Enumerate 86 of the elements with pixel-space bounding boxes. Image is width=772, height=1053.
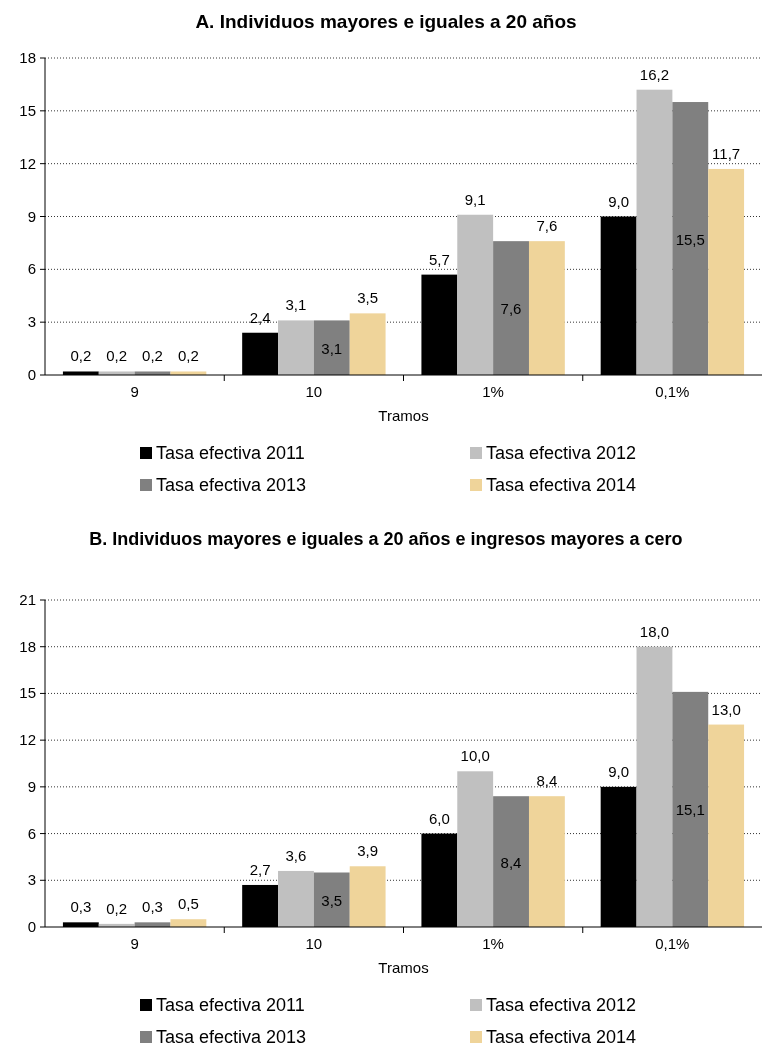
x-axis-title: Tramos [378, 407, 429, 424]
data-label: 15,5 [675, 230, 705, 248]
bar [349, 313, 386, 375]
bar [313, 320, 350, 375]
data-label: 0,2 [70, 347, 92, 365]
data-label: 8,4 [536, 772, 558, 790]
y-tick-label: 6 [27, 260, 36, 278]
y-tick-label: 18 [19, 637, 36, 655]
x-tick-label: 1% [482, 935, 504, 952]
legend-label: Tasa efectiva 2011 [156, 995, 305, 1015]
data-label: 16,2 [639, 65, 670, 83]
bar [493, 796, 529, 927]
y-tick-label: 3 [27, 313, 36, 331]
data-label: 0,2 [142, 347, 163, 365]
bar [528, 241, 565, 375]
legend-label: Tasa efectiva 2014 [486, 475, 637, 495]
data-label: 9,0 [608, 762, 630, 780]
legend-label: Tasa efectiva 2012 [486, 443, 637, 463]
bar [636, 89, 673, 375]
x-tick-label: 0,1% [655, 383, 690, 400]
y-tick-label: 9 [27, 207, 36, 225]
bar [672, 691, 709, 927]
y-tick-label: 21 [19, 591, 36, 608]
bar [349, 866, 386, 927]
data-label: 0,3 [70, 898, 92, 916]
bar [528, 796, 565, 927]
legend-label: Tasa efectiva 2012 [486, 995, 637, 1015]
data-label: 0,5 [177, 895, 199, 913]
data-label: 13,0 [711, 700, 741, 718]
bar [457, 771, 494, 927]
chart-title: B. Individuos mayores e iguales a 20 años e ingresos mayores a cero [89, 529, 683, 549]
y-tick-label: 15 [19, 684, 36, 702]
data-label: 11,7 [712, 144, 741, 162]
y-tick-label: 15 [19, 101, 36, 119]
data-label: 9,1 [464, 190, 486, 208]
bar [278, 870, 314, 927]
bar [493, 241, 529, 375]
y-tick-label: 6 [27, 824, 36, 842]
legend-label: Tasa efectiva 2014 [486, 1027, 637, 1047]
bar [672, 102, 709, 375]
bar [170, 919, 207, 927]
data-label: 3,5 [357, 289, 379, 307]
y-tick-label: 18 [19, 49, 36, 66]
y-tick-label: 12 [19, 154, 36, 172]
data-label: 3,6 [285, 846, 307, 864]
bar [278, 320, 314, 375]
y-tick-label: 9 [27, 777, 36, 795]
y-tick-label: 0 [27, 366, 36, 383]
bar [636, 646, 673, 927]
bar [313, 872, 350, 927]
x-tick-label: 9 [130, 383, 139, 400]
data-label: 7,6 [536, 217, 558, 235]
y-tick-label: 0 [27, 918, 36, 935]
data-label: 15,1 [675, 801, 705, 819]
data-label: 3,1 [321, 339, 343, 357]
legend-label: Tasa efectiva 2013 [156, 1027, 307, 1047]
data-label: 8,4 [500, 853, 522, 871]
x-axis-title: Tramos [378, 959, 429, 976]
data-label: 10,0 [460, 747, 490, 765]
legend-label: Tasa efectiva 2011 [156, 443, 305, 463]
x-tick-label: 10 [305, 935, 323, 952]
data-label: 3,1 [285, 296, 307, 314]
data-label: 6,0 [428, 809, 450, 827]
x-tick-label: 0,1% [655, 935, 690, 952]
data-label: 0,2 [106, 899, 128, 917]
data-label: 9,0 [608, 192, 630, 210]
data-label: 3,5 [321, 891, 343, 909]
y-tick-label: 3 [27, 871, 36, 889]
y-tick-label: 12 [19, 731, 36, 749]
x-tick-label: 1% [482, 383, 504, 400]
data-label: 0,2 [106, 347, 128, 365]
data-label: 3,9 [357, 842, 379, 860]
data-label: 2,4 [249, 308, 271, 326]
bar [708, 168, 745, 375]
legend-label: Tasa efectiva 2013 [156, 475, 307, 495]
data-label: 7,6 [500, 300, 522, 318]
bar [457, 214, 494, 375]
data-label: 0,2 [177, 347, 199, 365]
data-label: 0,3 [142, 898, 163, 916]
data-label: 5,7 [428, 250, 450, 268]
data-label: 2,7 [249, 860, 271, 878]
x-tick-label: 10 [305, 383, 323, 400]
x-tick-label: 9 [130, 935, 139, 952]
data-label: 18,0 [639, 622, 670, 640]
chart-title: A. Individuos mayores e iguales a 20 años [195, 11, 577, 32]
bar [708, 724, 745, 927]
